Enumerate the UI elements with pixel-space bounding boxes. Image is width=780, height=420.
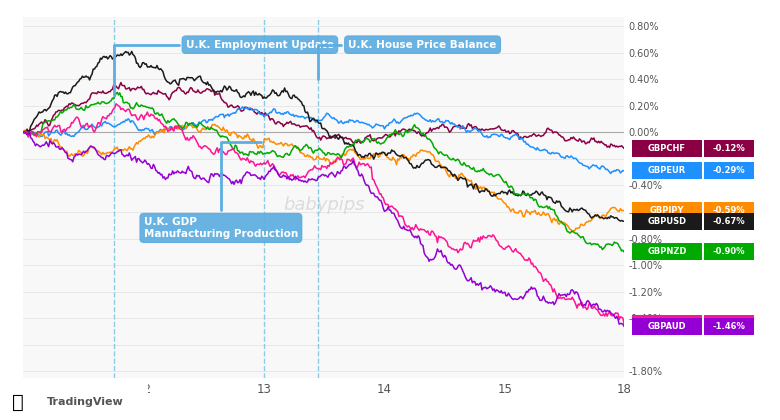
Text: -1.44%: -1.44% (712, 319, 746, 328)
Text: -0.12%: -0.12% (713, 144, 745, 153)
Text: 🟦: 🟦 (12, 393, 23, 412)
Text: -0.90%: -0.90% (713, 247, 745, 256)
Text: -0.59%: -0.59% (713, 206, 745, 215)
Text: GBPEUR: GBPEUR (647, 166, 686, 175)
Text: U.K. House Price Balance: U.K. House Price Balance (318, 39, 497, 79)
Text: GBPAUD: GBPAUD (647, 322, 686, 331)
Text: GBPUSD: GBPUSD (647, 217, 686, 226)
Text: U.K. GDP
Manufacturing Production: U.K. GDP Manufacturing Production (144, 142, 298, 239)
Text: -1.46%: -1.46% (712, 322, 746, 331)
Text: babypips: babypips (283, 196, 364, 214)
Text: GBPNZD: GBPNZD (647, 247, 686, 256)
Text: U.K. Employment Update: U.K. Employment Update (114, 39, 334, 95)
Text: -0.29%: -0.29% (713, 166, 745, 175)
Text: GBPCHF: GBPCHF (648, 144, 686, 153)
Text: GBPCAD: GBPCAD (647, 319, 686, 328)
Text: GBPJPY: GBPJPY (650, 206, 684, 215)
Text: -0.67%: -0.67% (713, 217, 745, 226)
Text: TradingView: TradingView (47, 397, 124, 407)
